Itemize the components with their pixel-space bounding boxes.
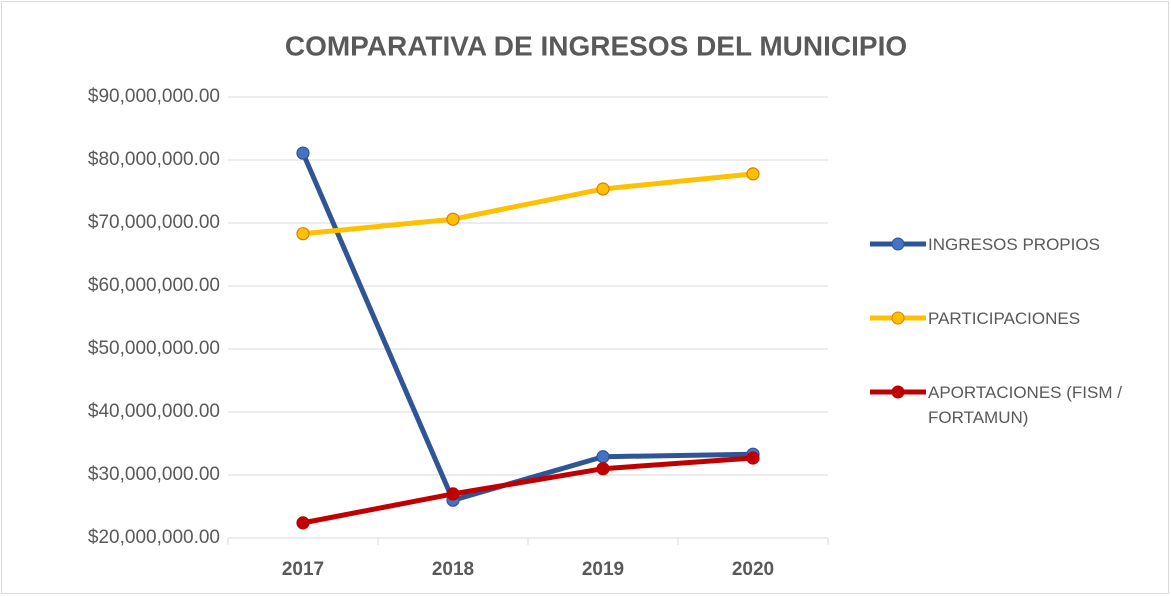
series-line xyxy=(302,171,754,237)
legend-label: APORTACIONES (FISM / FORTAMUN) xyxy=(928,382,1122,427)
y-tick-label: $90,000,000.00 xyxy=(88,86,220,107)
x-tick-label: 2020 xyxy=(732,559,774,580)
x-tick-label: 2019 xyxy=(582,559,624,580)
legend-marker xyxy=(891,311,905,325)
series-marker xyxy=(746,451,760,465)
y-tick-label: $50,000,000.00 xyxy=(88,338,220,359)
legend-label: PARTICIPACIONES xyxy=(928,308,1081,328)
series-line xyxy=(300,152,754,503)
y-tick-label: $80,000,000.00 xyxy=(88,149,220,170)
legend-marker xyxy=(891,237,905,251)
series-marker xyxy=(596,462,610,476)
legend-marker xyxy=(891,385,905,399)
legend-label: INGRESOS PROPIOS xyxy=(928,234,1100,254)
x-tick-label: 2017 xyxy=(282,559,324,580)
series-marker xyxy=(746,167,760,181)
y-tick-label: $20,000,000.00 xyxy=(88,527,220,548)
series-marker xyxy=(296,516,310,530)
y-tick-label: $30,000,000.00 xyxy=(88,464,220,485)
x-tick-label: 2018 xyxy=(432,559,474,580)
series-marker xyxy=(596,182,610,196)
series-marker xyxy=(296,146,310,160)
series-line xyxy=(302,455,754,526)
y-tick-label: $60,000,000.00 xyxy=(88,275,220,296)
y-tick-label: $40,000,000.00 xyxy=(88,401,220,422)
y-tick-label: $70,000,000.00 xyxy=(88,212,220,233)
series-marker xyxy=(296,227,310,241)
series-marker xyxy=(596,450,610,464)
series-marker xyxy=(446,487,460,501)
chart-title: COMPARATIVA DE INGRESOS DEL MUNICIPIO xyxy=(285,30,907,61)
series-marker xyxy=(446,212,460,226)
